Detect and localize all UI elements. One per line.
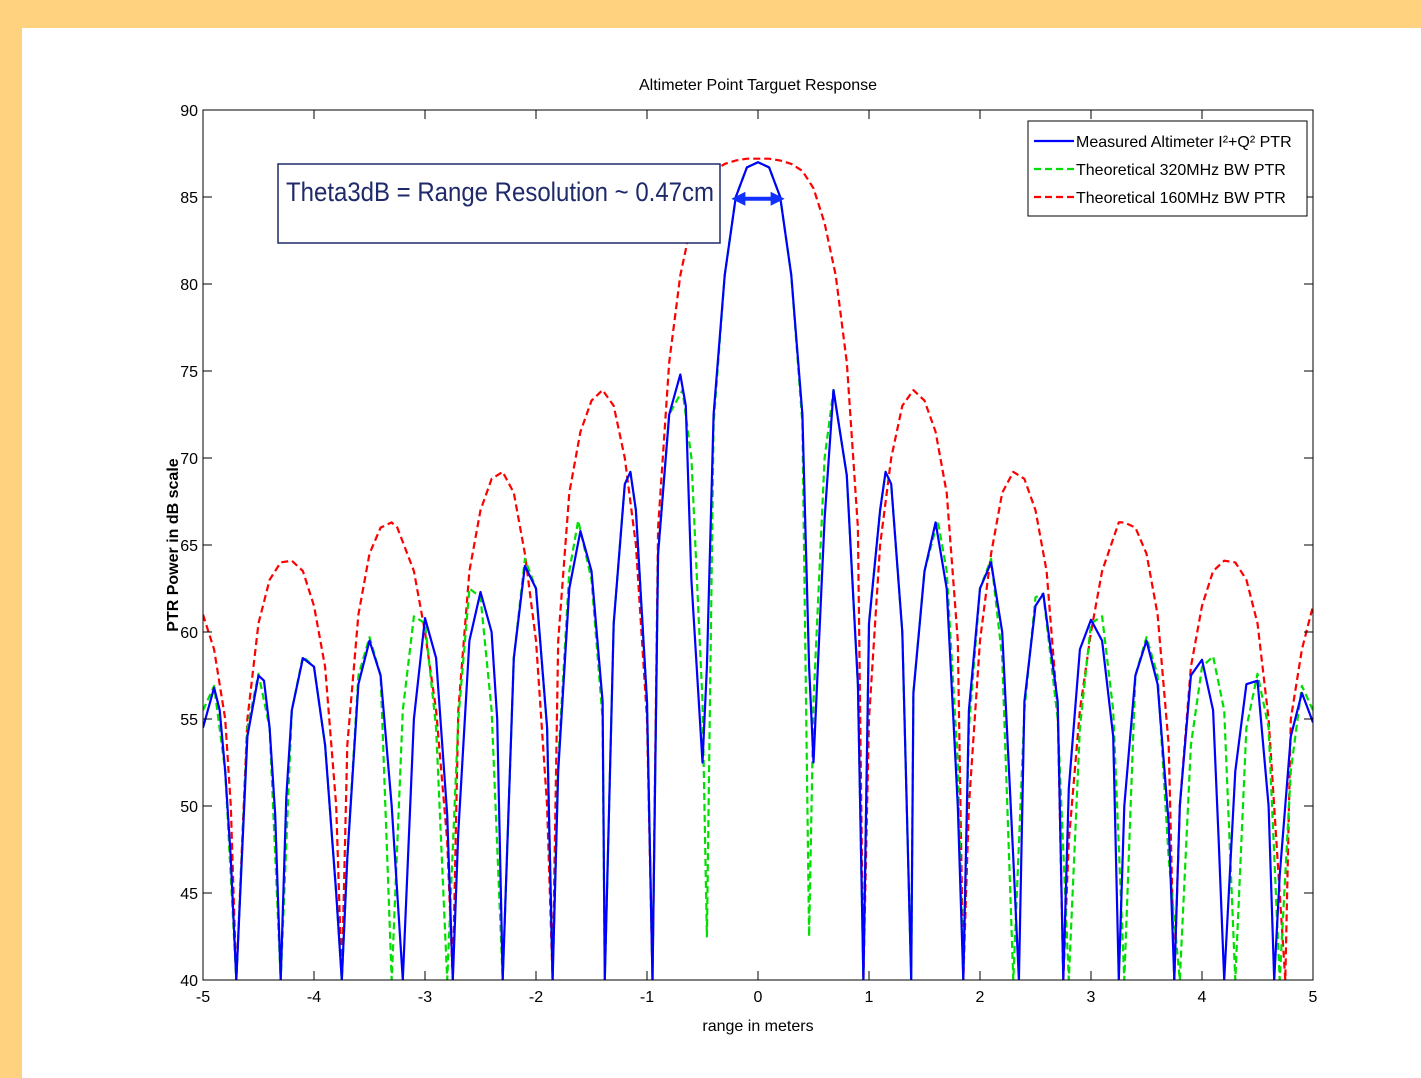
x-tick-label: 1 xyxy=(865,989,874,1006)
y-tick-label: 40 xyxy=(180,973,198,990)
y-tick-label: 75 xyxy=(180,364,198,381)
figure-frame: -5 -4 -3 -2 -1 0 1 2 3 4 5 40 45 50 55 60 65 70 75 80 85 90 A… xyxy=(22,28,1421,1078)
x-tick-label: -1 xyxy=(640,989,654,1006)
annotation-box xyxy=(277,163,721,244)
y-tick-label: 65 xyxy=(180,538,198,555)
legend-label-1: Theoretical 320MHz BW PTR xyxy=(1076,162,1286,179)
x-tick-label: 2 xyxy=(976,989,985,1006)
y-tick-label: 90 xyxy=(180,103,198,120)
series-layer xyxy=(203,157,1313,980)
annotation: Theta3dB = Range Resolution ~ 0.47cm xyxy=(277,163,785,244)
arrow-head-left xyxy=(731,191,746,206)
y-tick-label: 55 xyxy=(180,712,198,729)
series-line-1 xyxy=(203,161,1313,980)
x-axis-label: range in meters xyxy=(702,1018,813,1035)
x-tick-label: 0 xyxy=(754,989,763,1006)
x-tick-label: -5 xyxy=(196,989,210,1006)
y-tick-label: 70 xyxy=(180,451,198,468)
y-tick-label: 85 xyxy=(180,190,198,207)
y-tick-label: 50 xyxy=(180,799,198,816)
x-tick-label: -4 xyxy=(307,989,321,1006)
y-tick-label: 60 xyxy=(180,625,198,642)
annotation-text: Theta3dB = Range Resolution ~ 0.47cm xyxy=(286,177,714,207)
arrow-head-right xyxy=(770,191,785,206)
x-tick-label: -2 xyxy=(529,989,543,1006)
legend-label-0: Measured Altimeter I²+Q² PTR xyxy=(1076,134,1292,151)
y-tick-label: 80 xyxy=(180,277,198,294)
double-arrow-icon xyxy=(731,191,785,206)
legend-box xyxy=(1027,120,1308,217)
x-tick-label: 4 xyxy=(1198,989,1207,1006)
y-tick-label: 45 xyxy=(180,886,198,903)
y-axis-label: PTR Power in dB scale xyxy=(165,458,182,631)
x-tick-label: 3 xyxy=(1087,989,1096,1006)
series-line-0 xyxy=(203,161,1313,980)
legend-label-2: Theoretical 160MHz BW PTR xyxy=(1076,190,1286,207)
chart-title: Altimeter Point Targuet Response xyxy=(639,77,877,94)
x-tick-label: -3 xyxy=(418,989,432,1006)
series-line-2 xyxy=(203,157,1313,980)
legend: Measured Altimeter I²+Q² PTR Theoretical … xyxy=(1027,120,1308,217)
x-tick-label: 5 xyxy=(1309,989,1318,1006)
